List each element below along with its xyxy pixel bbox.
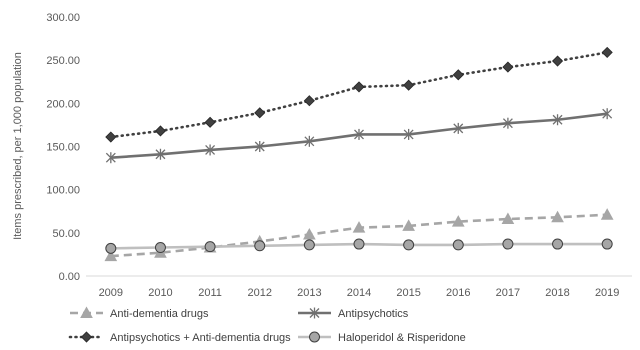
y-axis-title: Items prescribed, per 1,000 population <box>12 52 24 240</box>
series-antipsychotics <box>105 108 613 164</box>
series-haloperidol-risperidone <box>105 238 613 254</box>
series-anti-dementia-drugs <box>104 208 614 262</box>
data-point <box>502 238 514 250</box>
data-point <box>254 107 266 119</box>
data-point <box>551 55 564 67</box>
data-point <box>552 114 563 126</box>
series-line <box>109 51 609 139</box>
data-point <box>403 128 414 140</box>
data-point <box>602 108 613 120</box>
data-point <box>601 238 613 250</box>
y-tick-label: 50.00 <box>52 228 80 240</box>
data-point <box>453 122 464 134</box>
series-group <box>104 46 614 262</box>
data-point <box>104 249 118 262</box>
legend-item: Antipsychotics <box>298 307 409 320</box>
legend-item: Antipsychotics + Anti-dementia drugs <box>68 331 291 344</box>
x-tick-label: 2010 <box>148 287 172 299</box>
data-point <box>451 215 465 227</box>
data-point <box>600 208 614 220</box>
data-point <box>204 241 216 253</box>
series-antipsychotics-anti-dementia-drugs <box>105 46 613 143</box>
legend-item: Anti-dementia drugs <box>70 306 209 320</box>
data-point <box>303 228 316 240</box>
data-point <box>452 69 464 81</box>
data-point <box>105 242 117 254</box>
data-point <box>551 210 564 223</box>
x-tick-label: 2009 <box>99 287 123 299</box>
x-tick-label: 2012 <box>247 287 271 299</box>
data-point <box>204 116 216 128</box>
data-point <box>105 152 116 164</box>
data-point <box>552 238 564 250</box>
x-tick-label: 2017 <box>496 287 520 299</box>
data-point <box>105 131 117 143</box>
legend: Anti-dementia drugs Antipsychotics Antipsy… <box>68 306 466 344</box>
data-point <box>254 141 265 152</box>
data-point <box>354 128 364 140</box>
data-point <box>502 61 514 73</box>
data-point <box>205 144 216 156</box>
data-point <box>352 221 366 233</box>
data-point <box>501 212 515 225</box>
data-point <box>155 148 166 160</box>
data-point <box>601 46 613 58</box>
y-tick-label: 300.00 <box>46 12 80 24</box>
data-point <box>303 239 315 251</box>
data-point <box>304 135 315 147</box>
x-tick-label: 2016 <box>446 287 470 299</box>
legend-marker <box>80 331 93 343</box>
legend-marker <box>309 307 320 319</box>
legend-item: Haloperidol & Risperidone <box>298 331 466 344</box>
x-tick-labels: 2009 2010 2011 2012 2013 2014 2015 2016 2017 2018… <box>99 287 620 299</box>
data-point <box>403 239 415 251</box>
data-point <box>403 79 415 91</box>
data-point <box>353 238 365 250</box>
data-point <box>154 125 167 137</box>
series-line <box>110 213 608 258</box>
data-point <box>452 239 464 251</box>
legend-marker <box>80 306 93 318</box>
y-tick-labels: 0.00 50.00 100.00 150.00 200.00 250.00 300.00 <box>46 12 80 283</box>
y-tick-label: 200.00 <box>46 98 80 110</box>
x-tick-label: 2019 <box>595 287 619 299</box>
legend-label: Haloperidol & Risperidone <box>338 332 466 344</box>
data-point <box>303 95 315 107</box>
y-tick-label: 0.00 <box>59 271 80 283</box>
data-point <box>402 219 415 231</box>
x-tick-label: 2013 <box>297 287 321 299</box>
data-point <box>502 117 513 129</box>
y-tick-label: 250.00 <box>46 55 80 67</box>
x-tick-label: 2014 <box>347 287 371 299</box>
legend-marker <box>309 331 320 343</box>
data-point <box>254 240 266 252</box>
legend-label: Antipsychotics <box>338 308 409 320</box>
y-tick-label: 100.00 <box>46 185 80 197</box>
x-tick-label: 2011 <box>198 287 222 299</box>
legend-label: Anti-dementia drugs <box>110 308 209 320</box>
legend-label: Antipsychotics + Anti-dementia drugs <box>110 332 291 344</box>
x-tick-label: 2018 <box>545 287 569 299</box>
data-point <box>154 242 166 254</box>
data-point <box>353 81 365 93</box>
y-tick-label: 150.00 <box>46 142 80 154</box>
x-tick-label: 2015 <box>396 287 420 299</box>
